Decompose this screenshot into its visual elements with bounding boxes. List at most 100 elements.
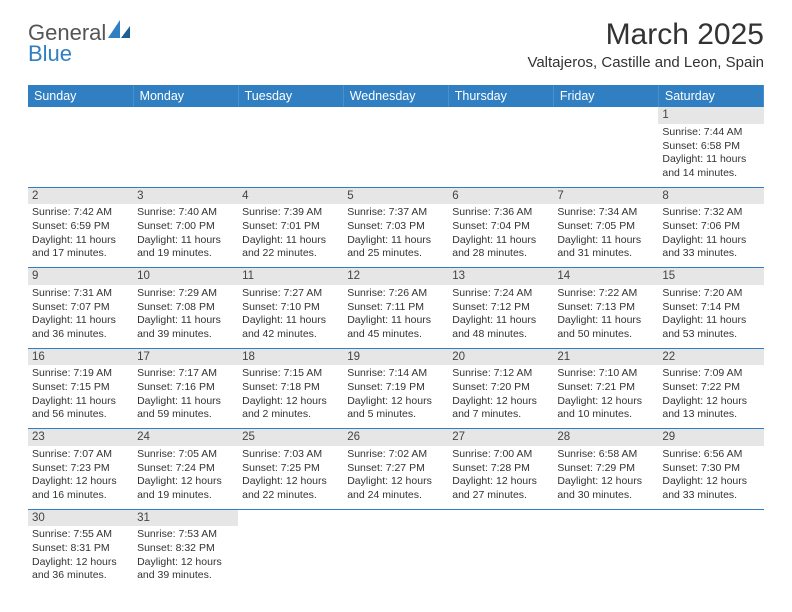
calendar-cell: 18Sunrise: 7:15 AMSunset: 7:18 PMDayligh…	[238, 348, 343, 429]
sunrise-text: Sunrise: 7:09 AM	[662, 367, 759, 381]
daylight-text: and 13 minutes.	[662, 408, 759, 422]
sunrise-text: Sunrise: 7:44 AM	[662, 126, 759, 140]
calendar-cell: 8Sunrise: 7:32 AMSunset: 7:06 PMDaylight…	[658, 187, 763, 268]
calendar-cell	[343, 107, 448, 187]
page-title: March 2025	[527, 18, 764, 52]
logo-text: General Blue	[28, 18, 132, 65]
day-number: 3	[133, 188, 238, 205]
sunset-text: Sunset: 7:18 PM	[242, 381, 339, 395]
daylight-text: and 24 minutes.	[347, 489, 444, 503]
daylight-text: Daylight: 12 hours	[137, 475, 234, 489]
sunrise-text: Sunrise: 7:31 AM	[32, 287, 129, 301]
calendar-week-row: 2Sunrise: 7:42 AMSunset: 6:59 PMDaylight…	[28, 187, 764, 268]
sunset-text: Sunset: 7:15 PM	[32, 381, 129, 395]
day-number: 7	[553, 188, 658, 205]
daylight-text: Daylight: 12 hours	[557, 475, 654, 489]
calendar-cell: 9Sunrise: 7:31 AMSunset: 7:07 PMDaylight…	[28, 268, 133, 349]
sunrise-text: Sunrise: 7:55 AM	[32, 528, 129, 542]
sunset-text: Sunset: 7:04 PM	[452, 220, 549, 234]
sunrise-text: Sunrise: 7:14 AM	[347, 367, 444, 381]
calendar-cell: 23Sunrise: 7:07 AMSunset: 7:23 PMDayligh…	[28, 429, 133, 510]
daylight-text: Daylight: 11 hours	[32, 395, 129, 409]
day-number: 9	[28, 268, 133, 285]
sunrise-text: Sunrise: 7:29 AM	[137, 287, 234, 301]
logo-word2: Blue	[28, 41, 72, 66]
sunset-text: Sunset: 7:14 PM	[662, 301, 759, 315]
day-header: Tuesday	[238, 85, 343, 107]
calendar-cell	[448, 107, 553, 187]
logo: General Blue	[28, 18, 132, 65]
sunset-text: Sunset: 7:21 PM	[557, 381, 654, 395]
calendar-week-row: 9Sunrise: 7:31 AMSunset: 7:07 PMDaylight…	[28, 268, 764, 349]
daylight-text: and 22 minutes.	[242, 247, 339, 261]
day-number: 2	[28, 188, 133, 205]
calendar-cell	[238, 509, 343, 589]
daylight-text: and 36 minutes.	[32, 569, 129, 583]
daylight-text: Daylight: 12 hours	[347, 475, 444, 489]
calendar-cell: 10Sunrise: 7:29 AMSunset: 7:08 PMDayligh…	[133, 268, 238, 349]
sunset-text: Sunset: 6:59 PM	[32, 220, 129, 234]
calendar-cell	[658, 509, 763, 589]
day-number: 14	[553, 268, 658, 285]
sunset-text: Sunset: 7:05 PM	[557, 220, 654, 234]
calendar-table: SundayMondayTuesdayWednesdayThursdayFrid…	[28, 85, 764, 589]
day-header: Saturday	[658, 85, 763, 107]
calendar-cell: 22Sunrise: 7:09 AMSunset: 7:22 PMDayligh…	[658, 348, 763, 429]
calendar-cell	[133, 107, 238, 187]
daylight-text: Daylight: 11 hours	[452, 234, 549, 248]
daylight-text: and 16 minutes.	[32, 489, 129, 503]
header: General Blue March 2025 Valtajeros, Cast…	[28, 18, 764, 71]
sunrise-text: Sunrise: 7:03 AM	[242, 448, 339, 462]
calendar-cell: 21Sunrise: 7:10 AMSunset: 7:21 PMDayligh…	[553, 348, 658, 429]
sunrise-text: Sunrise: 7:36 AM	[452, 206, 549, 220]
calendar-cell: 14Sunrise: 7:22 AMSunset: 7:13 PMDayligh…	[553, 268, 658, 349]
daylight-text: and 50 minutes.	[557, 328, 654, 342]
daylight-text: and 56 minutes.	[32, 408, 129, 422]
calendar-cell	[553, 509, 658, 589]
day-number: 12	[343, 268, 448, 285]
daylight-text: Daylight: 11 hours	[557, 234, 654, 248]
calendar-week-row: 16Sunrise: 7:19 AMSunset: 7:15 PMDayligh…	[28, 348, 764, 429]
sunrise-text: Sunrise: 7:40 AM	[137, 206, 234, 220]
day-number: 6	[448, 188, 553, 205]
sunset-text: Sunset: 8:32 PM	[137, 542, 234, 556]
daylight-text: Daylight: 12 hours	[32, 556, 129, 570]
day-number: 28	[553, 429, 658, 446]
daylight-text: and 48 minutes.	[452, 328, 549, 342]
daylight-text: Daylight: 11 hours	[452, 314, 549, 328]
day-number: 4	[238, 188, 343, 205]
daylight-text: and 59 minutes.	[137, 408, 234, 422]
sunset-text: Sunset: 7:19 PM	[347, 381, 444, 395]
daylight-text: and 33 minutes.	[662, 247, 759, 261]
sunrise-text: Sunrise: 7:10 AM	[557, 367, 654, 381]
daylight-text: Daylight: 12 hours	[662, 475, 759, 489]
calendar-cell: 29Sunrise: 6:56 AMSunset: 7:30 PMDayligh…	[658, 429, 763, 510]
calendar-cell: 30Sunrise: 7:55 AMSunset: 8:31 PMDayligh…	[28, 509, 133, 589]
page-subtitle: Valtajeros, Castille and Leon, Spain	[527, 54, 764, 71]
day-number: 16	[28, 349, 133, 366]
day-number: 8	[658, 188, 763, 205]
daylight-text: and 30 minutes.	[557, 489, 654, 503]
sunrise-text: Sunrise: 7:26 AM	[347, 287, 444, 301]
sunset-text: Sunset: 7:08 PM	[137, 301, 234, 315]
daylight-text: and 25 minutes.	[347, 247, 444, 261]
sunrise-text: Sunrise: 7:39 AM	[242, 206, 339, 220]
calendar-body: 1Sunrise: 7:44 AMSunset: 6:58 PMDaylight…	[28, 107, 764, 589]
sunset-text: Sunset: 7:28 PM	[452, 462, 549, 476]
daylight-text: Daylight: 11 hours	[137, 314, 234, 328]
sunrise-text: Sunrise: 7:17 AM	[137, 367, 234, 381]
daylight-text: Daylight: 12 hours	[662, 395, 759, 409]
calendar-cell: 26Sunrise: 7:02 AMSunset: 7:27 PMDayligh…	[343, 429, 448, 510]
sunset-text: Sunset: 7:20 PM	[452, 381, 549, 395]
day-number: 30	[28, 510, 133, 527]
daylight-text: Daylight: 12 hours	[137, 556, 234, 570]
daylight-text: and 39 minutes.	[137, 328, 234, 342]
day-number: 26	[343, 429, 448, 446]
sunrise-text: Sunrise: 7:27 AM	[242, 287, 339, 301]
day-number: 25	[238, 429, 343, 446]
daylight-text: Daylight: 12 hours	[242, 475, 339, 489]
daylight-text: and 22 minutes.	[242, 489, 339, 503]
daylight-text: Daylight: 12 hours	[452, 395, 549, 409]
day-number: 31	[133, 510, 238, 527]
daylight-text: Daylight: 11 hours	[137, 234, 234, 248]
